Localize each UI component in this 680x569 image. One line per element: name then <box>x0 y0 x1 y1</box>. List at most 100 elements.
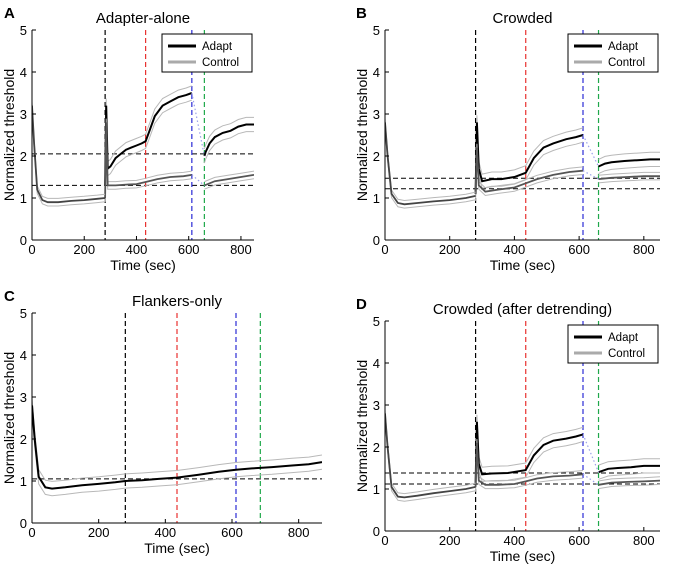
series-band-adapt-1-1 <box>203 131 254 164</box>
series-band-adapt-1-0 <box>598 151 660 160</box>
y-tick-label: 3 <box>373 398 380 413</box>
y-tick-label: 4 <box>373 65 380 80</box>
series-line-control-0 <box>474 442 584 487</box>
y-axis-label: Normalized threshold <box>1 352 17 484</box>
legend: Adapt Control <box>161 33 253 73</box>
panel-title: Crowded <box>492 10 552 27</box>
x-tick-label: 400 <box>154 525 176 540</box>
panel-title: Adapter-alone <box>96 10 190 27</box>
legend-box <box>567 324 659 364</box>
y-tick-label: 2 <box>20 432 27 447</box>
series-line-baseline-0 <box>385 413 476 499</box>
series-band-control-1-0 <box>204 170 254 183</box>
series-line-baseline-0 <box>385 122 476 206</box>
panel-label: A <box>4 5 15 22</box>
series-band-control-0-1 <box>104 126 192 202</box>
y-tick-label: 0 <box>373 524 380 539</box>
y-tick-label: 5 <box>373 23 380 38</box>
x-tick-label: 400 <box>126 242 148 257</box>
x-tick-label: 800 <box>288 525 310 540</box>
legend-box <box>161 33 253 73</box>
series-line-baseline-0 <box>32 105 106 204</box>
y-tick-label: 1 <box>373 482 380 497</box>
y-tick-label: 1 <box>20 474 27 489</box>
series-line-control-1 <box>204 174 254 187</box>
series-band-flankers-only-0-1 <box>32 412 322 497</box>
series-line-control-1 <box>598 175 660 180</box>
legend-label-control: Control <box>608 57 645 69</box>
series-line-adapt-0 <box>104 92 193 186</box>
y-tick-label: 4 <box>20 348 27 363</box>
panel-label: C <box>4 288 15 305</box>
x-tick-label: 400 <box>504 242 526 257</box>
x-tick-label: 0 <box>381 533 388 548</box>
legend-label-adapt: Adapt <box>202 41 233 53</box>
series-line-control-1 <box>598 479 660 486</box>
series-band-baseline-0-1 <box>32 109 106 207</box>
legend: Adapt Control <box>567 33 659 73</box>
x-axis-label: Time (sec) <box>490 548 556 564</box>
x-tick-label: 600 <box>568 242 590 257</box>
panel-label: D <box>356 296 367 313</box>
y-tick-label: 2 <box>373 440 380 455</box>
x-tick-label: 200 <box>88 525 110 540</box>
panel-label: B <box>356 5 367 22</box>
gap-connector-adapt <box>191 92 205 157</box>
gap-connector-control <box>582 473 599 486</box>
series-band-adapt-1-0 <box>598 458 660 466</box>
chart-panel-b: B Crowded 0 1 2 3 4 5 0 200 400 600 800 Time (sec) Nor… <box>354 5 660 273</box>
legend-label-adapt: Adapt <box>608 332 639 344</box>
series-line-flankers-only-0 <box>32 405 322 490</box>
series-band-control-1-1 <box>204 178 254 190</box>
y-tick-label: 2 <box>373 149 380 164</box>
panel-title: Crowded (after detrending) <box>433 301 612 318</box>
series-band-adapt-1-1 <box>598 166 660 175</box>
legend-label-control: Control <box>202 57 239 69</box>
series-band-adapt-0-0 <box>104 85 192 179</box>
y-axis-label: Normalized threshold <box>354 360 370 492</box>
x-tick-label: 0 <box>381 242 388 257</box>
series-band-adapt-1-1 <box>598 472 660 480</box>
series-band-baseline-0-1 <box>385 126 476 209</box>
series-band-adapt-0-0 <box>475 414 584 478</box>
x-tick-label: 800 <box>633 242 655 257</box>
legend-label-adapt: Adapt <box>608 41 639 53</box>
plot-area <box>385 321 660 531</box>
x-tick-label: 0 <box>28 525 35 540</box>
series-band-control-1-0 <box>598 476 660 482</box>
series-band-flankers-only-0-0 <box>32 398 322 482</box>
y-axis-label: Normalized threshold <box>1 69 17 201</box>
y-tick-label: 5 <box>373 314 380 329</box>
series-line-adapt-1 <box>203 123 254 157</box>
x-axis-label: Time (sec) <box>144 540 210 556</box>
series-line-adapt-1 <box>598 464 660 474</box>
y-axis-label: Normalized threshold <box>354 69 370 201</box>
gap-connector-adapt <box>582 134 600 167</box>
series-band-baseline-0-0 <box>385 409 476 495</box>
x-tick-label: 600 <box>178 242 200 257</box>
x-tick-label: 600 <box>568 533 590 548</box>
series-band-baseline-0-0 <box>32 101 106 199</box>
y-tick-label: 5 <box>20 306 27 321</box>
chart-panel-d: D Crowded (after detrending) 0 1 2 3 4 5 0 200 400… <box>354 296 660 564</box>
series-band-adapt-0-1 <box>104 99 192 193</box>
x-tick-label: 600 <box>221 525 243 540</box>
series-line-adapt-1 <box>598 158 660 168</box>
y-tick-label: 3 <box>20 390 27 405</box>
y-tick-label: 4 <box>20 65 27 80</box>
series-line-control-0 <box>474 147 584 194</box>
y-tick-label: 1 <box>373 191 380 206</box>
panel-title: Flankers-only <box>132 293 223 310</box>
x-tick-label: 200 <box>439 242 461 257</box>
x-axis-label: Time (sec) <box>490 257 556 273</box>
y-tick-label: 2 <box>20 149 27 164</box>
y-tick-label: 0 <box>20 233 27 248</box>
x-tick-label: 400 <box>504 533 526 548</box>
plot-area <box>32 30 254 240</box>
y-tick-label: 5 <box>20 23 27 38</box>
series-band-control-1-0 <box>598 171 660 176</box>
series-band-control-1-1 <box>598 483 660 490</box>
y-tick-label: 0 <box>20 516 27 531</box>
legend: Adapt Control <box>567 324 659 364</box>
